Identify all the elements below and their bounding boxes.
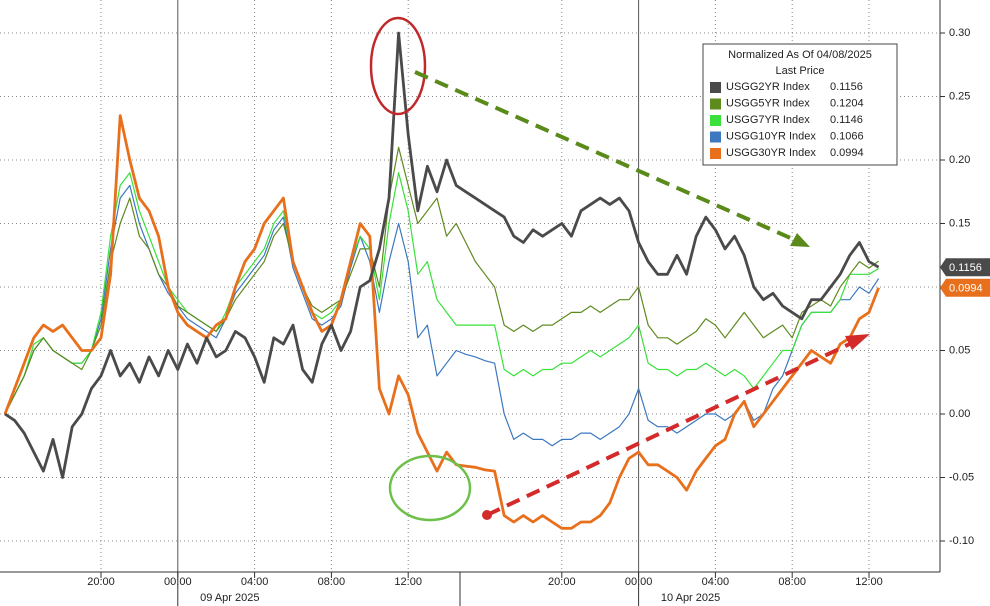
tag-shape bbox=[940, 258, 990, 277]
legend: Normalized As Of 04/08/2025 Last Price U… bbox=[702, 43, 898, 166]
legend-label: USGG2YR Index bbox=[726, 81, 810, 93]
tag-label: 0.1156 bbox=[949, 262, 982, 274]
last-value-tag: 0.1156 bbox=[940, 258, 990, 277]
y-tick-label: -0.10 bbox=[949, 535, 974, 547]
series-line bbox=[4, 31, 880, 479]
legend-subtitle: Last Price bbox=[776, 65, 825, 77]
legend-value: 0.0994 bbox=[830, 147, 864, 159]
series-line bbox=[4, 172, 879, 415]
legend-swatch bbox=[710, 148, 721, 159]
x-tick-label: 04:00 bbox=[241, 576, 269, 588]
tag-label: 0.0994 bbox=[949, 283, 983, 295]
legend-swatch bbox=[710, 115, 721, 126]
legend-label: USGG7YR Index bbox=[726, 114, 810, 126]
legend-label: USGG5YR Index bbox=[726, 97, 810, 109]
trend-arrow bbox=[486, 339, 857, 517]
x-tick-label: 12:00 bbox=[394, 576, 422, 588]
legend-box bbox=[702, 43, 898, 166]
series-line bbox=[4, 146, 879, 415]
last-value-tag: 0.0994 bbox=[940, 278, 990, 297]
date-label: 09 Apr 2025 bbox=[200, 592, 259, 604]
arrow-head bbox=[790, 233, 810, 247]
annotations bbox=[369, 16, 870, 522]
legend-swatch bbox=[710, 131, 721, 143]
x-tick-label: 04:00 bbox=[702, 576, 730, 588]
trend-arrow bbox=[414, 70, 796, 242]
legend-label: USGG30YR Index bbox=[726, 147, 816, 159]
x-tick-label: 20:00 bbox=[548, 576, 576, 588]
highlight-circle bbox=[369, 16, 427, 116]
legend-value: 0.1156 bbox=[830, 81, 863, 93]
y-tick-label: 0.15 bbox=[949, 217, 970, 229]
y-tick-label: 0.05 bbox=[949, 344, 970, 356]
legend-swatch bbox=[710, 82, 721, 93]
y-tick-label: 0.20 bbox=[949, 154, 970, 166]
y-tick-label: 0.30 bbox=[949, 27, 970, 39]
y-tick-label: 0.25 bbox=[949, 90, 970, 102]
legend-value: 0.1204 bbox=[830, 97, 864, 109]
legend-value: 0.1146 bbox=[830, 114, 863, 126]
arrow-head bbox=[845, 334, 870, 350]
tag-shape bbox=[940, 278, 990, 297]
x-tick-label: 12:00 bbox=[855, 576, 883, 588]
legend-value: 0.1066 bbox=[830, 130, 864, 142]
legend-label: USGG10YR Index bbox=[726, 130, 816, 142]
series-line bbox=[3, 114, 880, 530]
y-tick-label: 0.00 bbox=[949, 408, 970, 420]
x-tick-label: 08:00 bbox=[778, 576, 806, 588]
legend-title: Normalized As Of 04/08/2025 bbox=[728, 49, 872, 61]
highlight-circle bbox=[388, 454, 472, 522]
plot-area bbox=[0, 0, 940, 572]
date-label: 10 Apr 2025 bbox=[661, 592, 720, 604]
x-tick-label: 20:00 bbox=[87, 576, 115, 588]
y-tick-label: -0.05 bbox=[949, 471, 974, 483]
x-tick-label: 08:00 bbox=[318, 576, 346, 588]
legend-swatch bbox=[710, 98, 721, 110]
